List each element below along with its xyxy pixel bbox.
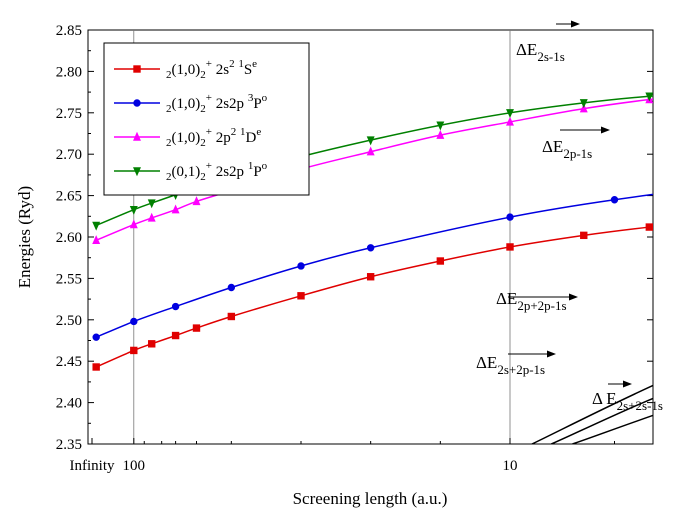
data-point (130, 346, 138, 355)
data-point (366, 136, 375, 146)
series-line (95, 98, 653, 242)
data-point (147, 212, 156, 222)
data-point (92, 235, 101, 245)
x-tick-label: 100 (123, 458, 146, 474)
y-tick-label: 2.85 (56, 23, 82, 39)
y-tick-label: 2.75 (56, 106, 82, 122)
legend-entry-1: 2(1,0)2+ 2s2 1Se (114, 58, 257, 81)
series-1 (92, 223, 653, 371)
y-tick-label: 2.70 (56, 147, 82, 163)
legend-entries: 2(1,0)2+ 2s2 1Se 2(1,0)2+ 2s2p 3Po 2(1,0)2… (114, 58, 268, 183)
legend-label: 2(1,0)2+ 2s2 1Se (166, 58, 257, 81)
series-2 (92, 193, 653, 341)
data-point (506, 213, 514, 221)
data-point (436, 129, 445, 139)
data-point (227, 283, 236, 292)
y-tick-label: 2.60 (56, 230, 82, 246)
legend-swatch-marker (133, 99, 141, 107)
data-point (366, 146, 375, 156)
series-line (95, 225, 653, 368)
annotation-arrow-head (547, 350, 556, 358)
y-axis: 2.35 2.40 2.45 2.50 2.55 2.60 2.65 2.70 2.75 2.80… (56, 23, 653, 453)
legend-swatch-marker (133, 65, 141, 73)
y-tick-label: 2.50 (56, 313, 82, 329)
data-point (366, 244, 375, 252)
legend-entry-4: 2(0,1)2+ 2s2p 1Po (114, 160, 268, 183)
data-point (148, 340, 156, 348)
y-tick-label: 2.80 (56, 64, 82, 80)
data-point (579, 99, 588, 109)
y-axis-title: Energies (Ryd) (15, 186, 34, 288)
data-point (171, 331, 180, 340)
annotation-3: ΔE2p+2p-1s (496, 289, 578, 313)
data-point (506, 109, 514, 119)
annotation-arrow-head (601, 126, 610, 134)
data-point (171, 204, 180, 214)
y-tick-label: 2.45 (56, 354, 82, 370)
data-point (579, 103, 588, 113)
data-point (506, 116, 514, 126)
annotation-arrow-head (569, 293, 578, 301)
legend-entry-2: 2(1,0)2+ 2s2p 3Po (114, 92, 268, 115)
data-point (645, 223, 653, 231)
annotation-label: ΔE2p-1s (542, 137, 592, 161)
y-tick-label: 2.55 (56, 271, 82, 287)
data-point (436, 257, 445, 265)
annotation-5: Δ E2s+2s-1s (592, 380, 663, 413)
data-point (92, 221, 101, 231)
legend-label: 2(1,0)2+ 2p2 1De (166, 126, 261, 149)
y-tick-label: 2.65 (56, 189, 82, 205)
annotation-4: ΔE2s+2p-1s (476, 350, 556, 377)
legend-label: 2(0,1)2+ 2s2p 1Po (166, 160, 268, 183)
legend-swatch-marker (133, 167, 141, 177)
y-tick-label: 2.40 (56, 396, 82, 412)
data-point (366, 273, 375, 281)
annotation-1: ΔE2s-1s (516, 20, 580, 64)
annotation-label: ΔE2s-1s (516, 40, 565, 64)
data-point (645, 92, 653, 102)
annotation-2: ΔE2p-1s (542, 126, 610, 161)
y-tick-label: 2.35 (56, 437, 82, 453)
threshold-curve-4 (551, 397, 653, 444)
x-axis: Infinity 100 10 (70, 438, 615, 474)
threshold-curves (531, 384, 653, 444)
legend-swatch-marker (133, 131, 141, 141)
data-point (147, 199, 156, 209)
annotation-label: Δ E2s+2s-1s (592, 389, 663, 413)
data-point (580, 231, 588, 240)
data-point (171, 302, 180, 311)
data-point (192, 324, 201, 332)
series-3 (92, 94, 653, 245)
legend: 2(1,0)2+ 2s2 1Se 2(1,0)2+ 2s2p 3Po 2(1,0)2… (103, 42, 310, 196)
data-point (297, 292, 305, 300)
threshold-curve-3 (531, 384, 653, 444)
data-point (610, 196, 619, 204)
x-tick-label: Infinity (70, 458, 115, 474)
series-line (95, 193, 653, 338)
data-point (297, 262, 305, 270)
data-point (129, 219, 138, 229)
annotation-label: ΔE2p+2p-1s (496, 289, 567, 313)
data-point (92, 363, 100, 371)
annotation-label: ΔE2s+2p-1s (476, 353, 545, 377)
threshold-annotations: ΔE2s-1s ΔE2p-1s ΔE2p+2p-1s ΔE2s+2p-1s Δ E2s+… (476, 20, 663, 413)
data-point (436, 121, 445, 131)
x-tick-label: 10 (503, 458, 518, 474)
data-point (506, 243, 514, 251)
data-point (130, 317, 138, 326)
data-point (227, 312, 236, 321)
legend-label: 2(1,0)2+ 2s2p 3Po (166, 92, 268, 115)
data-point (129, 205, 138, 215)
data-point (192, 196, 201, 206)
data-point (92, 333, 100, 341)
annotation-arrow-head (571, 20, 580, 28)
annotation-arrow-head (623, 380, 632, 388)
legend-entry-3: 2(1,0)2+ 2p2 1De (114, 126, 261, 149)
x-axis-title: Screening length (a.u.) (293, 489, 448, 508)
